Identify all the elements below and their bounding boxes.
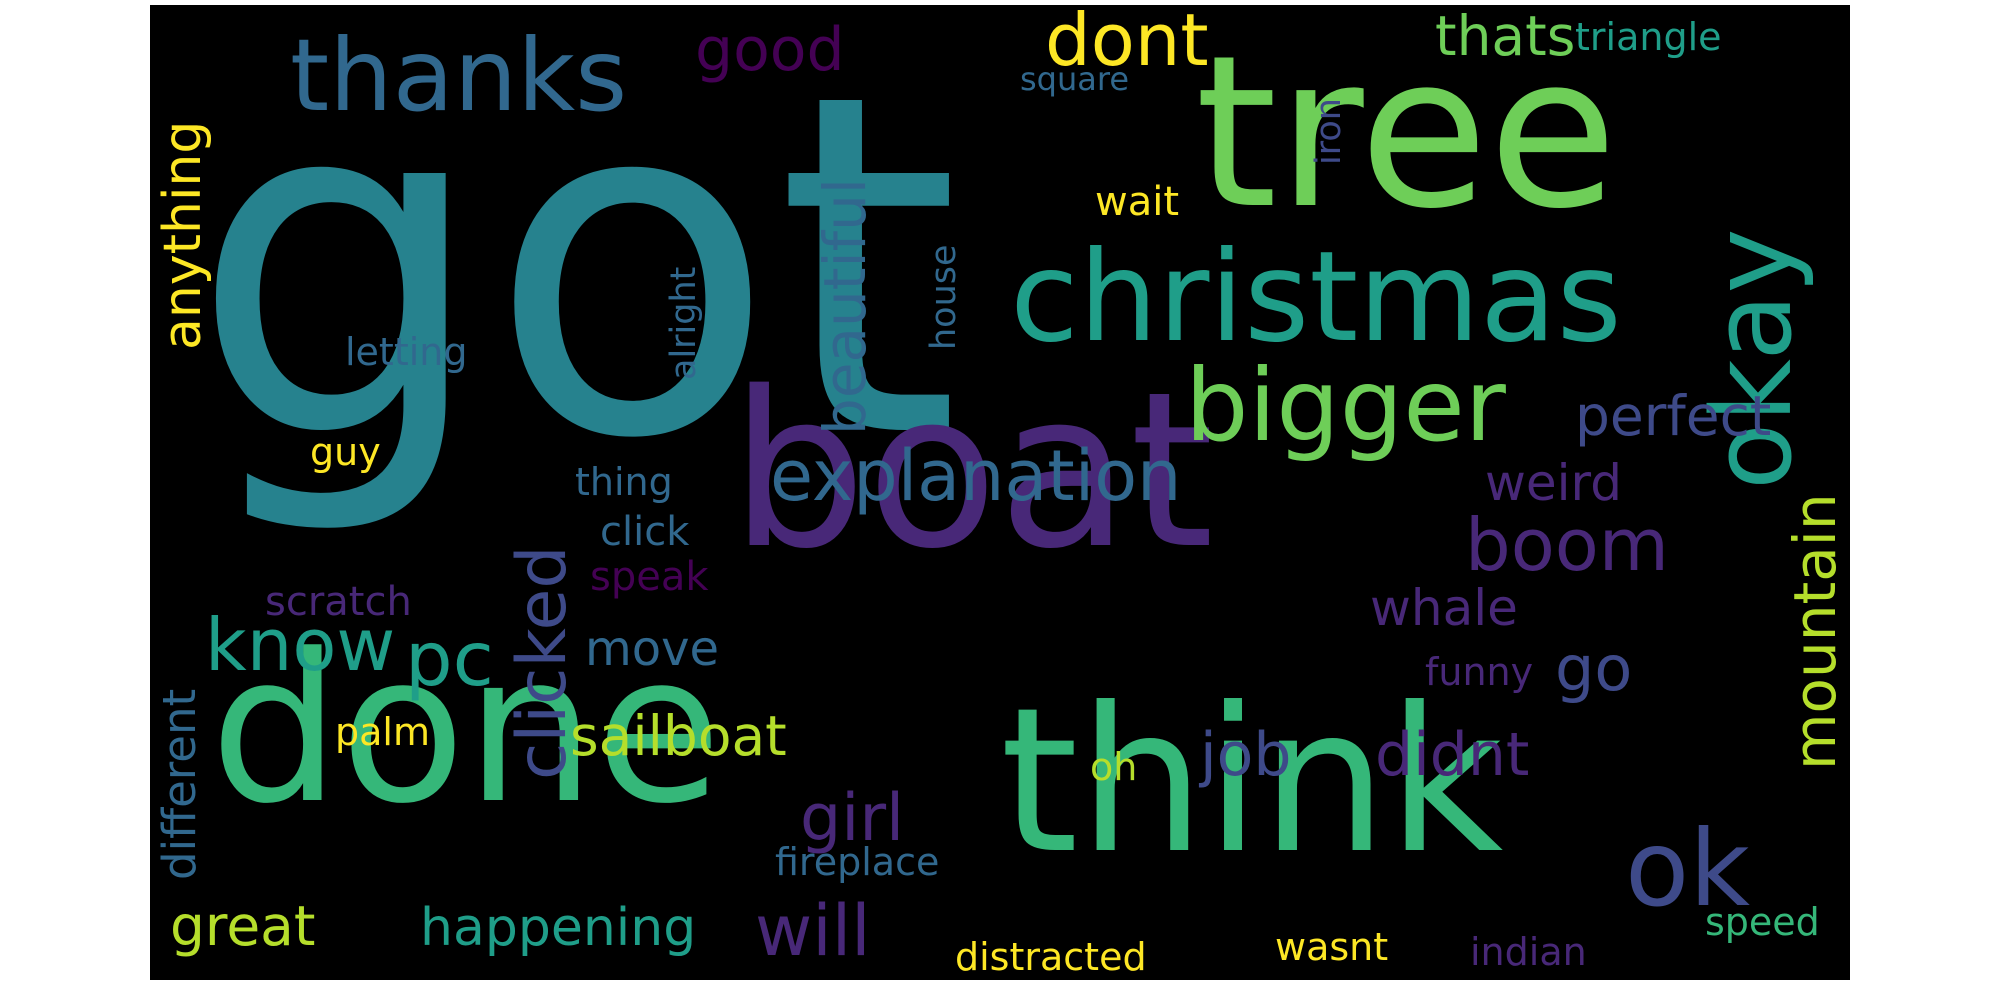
word-done: done xyxy=(210,611,722,849)
word-tree: tree xyxy=(1195,10,1617,255)
word-boom: boom xyxy=(1465,503,1669,587)
word-whale: whale xyxy=(1370,579,1518,637)
word-got: got xyxy=(190,0,960,541)
word-speak: speak xyxy=(590,554,709,600)
word-didnt: didnt xyxy=(1375,720,1529,790)
word-sailboat: sailboat xyxy=(570,704,787,768)
word-scratch: scratch xyxy=(265,579,412,625)
word-speed: speed xyxy=(1705,900,1820,944)
word-funny: funny xyxy=(1425,650,1533,694)
word-square: square xyxy=(1020,60,1129,98)
word-iron: iron xyxy=(1309,98,1349,165)
word-will: will xyxy=(755,890,871,972)
word-triangle: triangle xyxy=(1575,15,1722,59)
word-go: go xyxy=(1555,632,1632,705)
word-cloud-background xyxy=(150,5,1850,980)
word-house: house xyxy=(924,244,964,350)
word-great: great xyxy=(170,894,315,958)
word-okay: okay xyxy=(1688,228,1816,490)
word-think: think xyxy=(1000,665,1504,898)
word-clicked: clicked xyxy=(503,545,582,780)
word-happening: happening xyxy=(420,898,696,958)
word-good: good xyxy=(695,15,845,85)
word-beautiful: beautiful xyxy=(811,178,879,435)
word-cloud-words: got tree boat think done christmas thanks bigge… xyxy=(153,0,1849,979)
word-anything: anything xyxy=(153,121,213,350)
word-wasnt: wasnt xyxy=(1275,925,1388,969)
word-thing: thing xyxy=(575,460,673,504)
word-perfect: perfect xyxy=(1575,384,1771,448)
word-wait: wait xyxy=(1095,179,1179,225)
word-weird: weird xyxy=(1485,454,1622,512)
word-palm: palm xyxy=(335,710,430,754)
word-different: different xyxy=(153,689,206,880)
word-move: move xyxy=(585,621,719,677)
word-christmas: christmas xyxy=(1010,225,1622,370)
word-click: click xyxy=(600,509,690,555)
word-bigger: bigger xyxy=(1185,347,1507,464)
word-fireplace: fireplace xyxy=(775,840,939,884)
word-ok: ok xyxy=(1625,808,1750,930)
word-girl: girl xyxy=(800,781,904,856)
word-dont: dont xyxy=(1045,0,1209,82)
word-letting: letting xyxy=(345,330,468,374)
word-mountain: mountain xyxy=(1781,493,1849,770)
word-explanation: explanation xyxy=(770,435,1181,517)
word-oh: oh xyxy=(1090,745,1137,789)
word-know: know xyxy=(205,603,395,687)
word-distracted: distracted xyxy=(955,935,1147,979)
word-alright: alright xyxy=(664,267,704,380)
word-boat: boat xyxy=(730,345,1214,596)
word-job: job xyxy=(1198,720,1291,790)
word-indian: indian xyxy=(1470,930,1587,974)
word-guy: guy xyxy=(310,430,381,474)
word-thats: thats xyxy=(1435,4,1575,68)
word-thanks: thanks xyxy=(290,17,627,134)
word-pc: pc xyxy=(405,615,494,703)
